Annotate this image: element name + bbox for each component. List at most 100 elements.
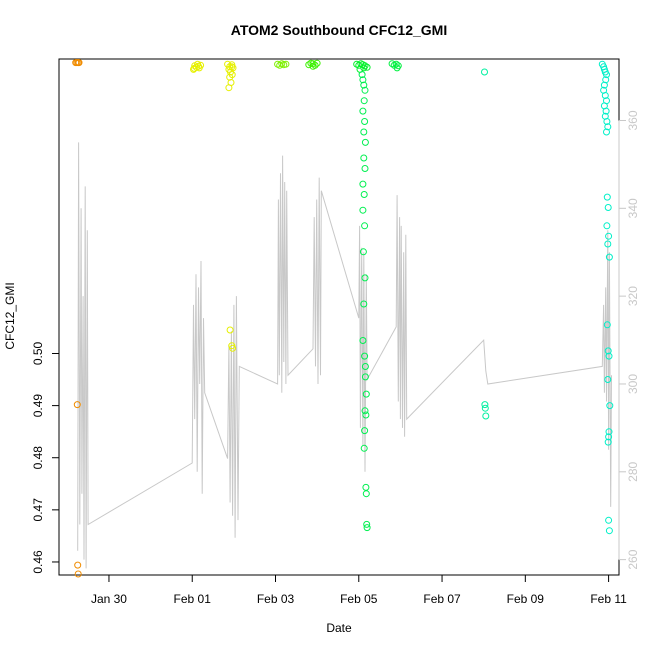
- data-point: [226, 326, 234, 334]
- data-point: [361, 427, 369, 435]
- data-point: [358, 71, 366, 79]
- right-y-tick-label: 280: [626, 461, 640, 481]
- y-axis-label: CFC12_GMI: [3, 282, 17, 349]
- data-point: [603, 71, 610, 79]
- right-y-tick-label: 300: [626, 374, 640, 394]
- data-point: [392, 60, 400, 68]
- data-point: [602, 107, 610, 115]
- data-point: [604, 438, 612, 446]
- data-point: [603, 128, 610, 136]
- x-tick-label: Feb 03: [257, 592, 295, 606]
- data-point: [363, 63, 371, 71]
- x-tick-label: Feb 05: [340, 592, 378, 606]
- data-point: [359, 76, 367, 84]
- data-point: [604, 347, 612, 355]
- x-tick-label: Feb 01: [174, 592, 212, 606]
- data-point: [195, 62, 202, 70]
- data-point: [393, 64, 401, 72]
- y-axis: 0.46 0.47 0.48 0.49 0.50: [31, 341, 60, 574]
- data-point: [482, 412, 490, 420]
- data-point: [605, 516, 613, 524]
- data-point: [360, 444, 368, 452]
- y-tick-label: 0.46: [31, 550, 45, 574]
- data-point: [605, 428, 613, 436]
- right-y-tick-label: 340: [626, 198, 640, 218]
- data-point: [360, 191, 368, 198]
- data-point: [359, 107, 367, 115]
- data-point: [363, 524, 371, 532]
- data-point: [605, 352, 613, 360]
- data-point: [309, 60, 317, 68]
- points-layer: [72, 59, 614, 578]
- x-tick-label: Feb 11: [590, 592, 627, 606]
- data-point: [481, 404, 489, 412]
- altitude-line: [77, 142, 612, 569]
- data-point: [604, 376, 612, 383]
- data-point: [605, 527, 613, 535]
- data-point: [361, 138, 369, 146]
- data-point: [360, 64, 368, 72]
- y-tick-label: 0.50: [31, 341, 45, 365]
- data-point: [603, 118, 611, 125]
- x-axis-label: Date: [326, 621, 352, 635]
- right-y-tick-label: 320: [626, 286, 640, 306]
- data-point: [388, 60, 396, 68]
- data-point: [604, 123, 612, 131]
- data-point: [359, 180, 367, 188]
- plot-frame: [58, 58, 620, 576]
- data-point: [359, 337, 367, 344]
- data-point: [605, 433, 613, 441]
- data-point: [361, 222, 369, 230]
- data-point: [73, 401, 81, 409]
- data-point: [362, 483, 370, 491]
- data-point: [606, 402, 614, 410]
- data-point: [481, 68, 488, 76]
- data-point: [362, 411, 370, 419]
- altitude-line-layer: [77, 142, 612, 569]
- data-point: [361, 407, 369, 415]
- data-point: [604, 240, 612, 248]
- right-y-axis: 260 280 300 320 340 360: [618, 110, 640, 570]
- data-point: [362, 390, 370, 398]
- data-point: [229, 344, 237, 352]
- y-tick-label: 0.47: [31, 498, 45, 522]
- data-point: [362, 490, 370, 498]
- x-tick-label: Feb 09: [507, 592, 545, 606]
- data-point: [481, 401, 489, 409]
- data-point: [359, 248, 367, 256]
- data-point: [359, 206, 367, 214]
- x-tick-label: Jan 30: [91, 592, 127, 606]
- data-point: [600, 81, 608, 89]
- x-axis: Jan 30 Feb 01 Feb 03 Feb 05 Feb 07 Feb 09 Feb …: [91, 574, 627, 606]
- data-point: [363, 520, 371, 528]
- data-point: [228, 63, 236, 71]
- data-point: [605, 253, 613, 261]
- right-y-tick-label: 260: [626, 549, 640, 569]
- data-point: [309, 62, 317, 70]
- data-point: [190, 64, 198, 72]
- data-point: [361, 363, 369, 370]
- data-point: [360, 81, 368, 89]
- data-point: [361, 352, 369, 360]
- y-tick-label: 0.48: [31, 446, 45, 470]
- data-point: [360, 128, 368, 136]
- data-point: [75, 59, 83, 67]
- data-point: [361, 118, 369, 125]
- data-point: [74, 561, 82, 569]
- data-point: [603, 193, 611, 201]
- right-y-tick-label: 360: [626, 110, 640, 130]
- data-point: [360, 97, 368, 105]
- data-point: [603, 222, 611, 230]
- data-point: [604, 204, 612, 211]
- x-tick-label: Feb 07: [423, 592, 461, 606]
- data-point: [360, 154, 368, 162]
- data-point: [282, 60, 290, 68]
- data-point: [74, 570, 82, 578]
- data-point: [603, 321, 611, 329]
- y-tick-label: 0.49: [31, 394, 45, 418]
- data-point: [361, 165, 369, 172]
- data-point: [225, 84, 233, 92]
- data-point: [601, 92, 609, 99]
- chart-title: ATOM2 Southbound CFC12_GMI: [231, 22, 447, 38]
